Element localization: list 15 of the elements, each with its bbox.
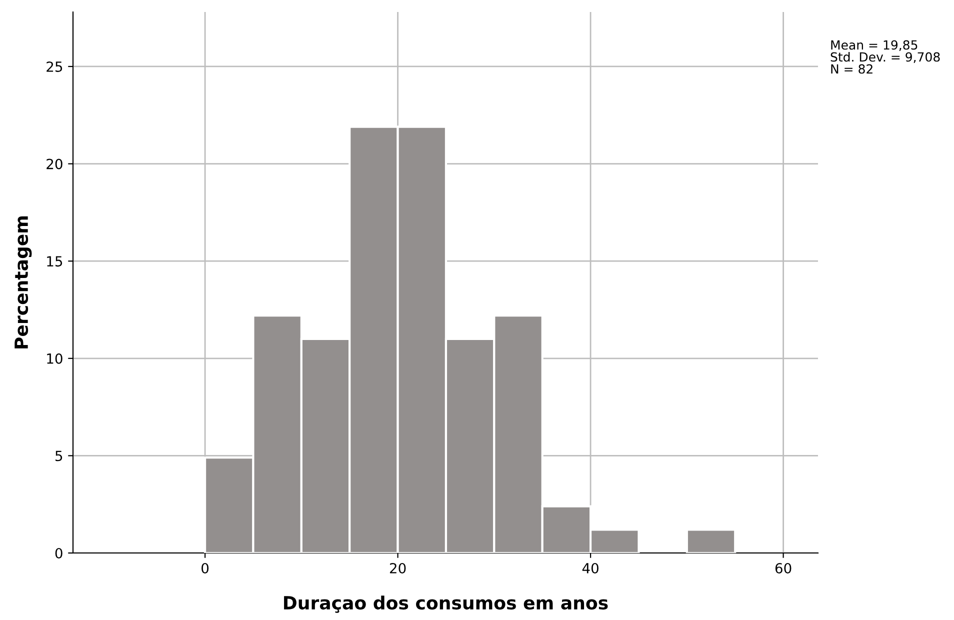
y-tick-label: 0 xyxy=(55,548,62,558)
y-tick-label: 15 xyxy=(47,256,62,267)
y-tick-label: 20 xyxy=(46,158,62,170)
y-tick-label: 5 xyxy=(56,450,62,462)
y-tick-label: 10 xyxy=(47,353,62,364)
x-axis-title: Duraçao dos consumos em anos xyxy=(284,596,608,613)
y-axis-title: Percentagem xyxy=(14,216,32,348)
x-tick-label: 40 xyxy=(582,562,598,574)
text: N = 82 xyxy=(831,64,872,74)
x-tick-label: 60 xyxy=(775,562,792,574)
x-tick-label: 0 xyxy=(202,562,209,574)
x-tick-label: 20 xyxy=(390,562,406,574)
text: Std. Dev. = 9,708 xyxy=(830,52,940,63)
y-tick-label: 25 xyxy=(46,61,62,72)
text: Mean = 19,85 xyxy=(831,40,918,51)
